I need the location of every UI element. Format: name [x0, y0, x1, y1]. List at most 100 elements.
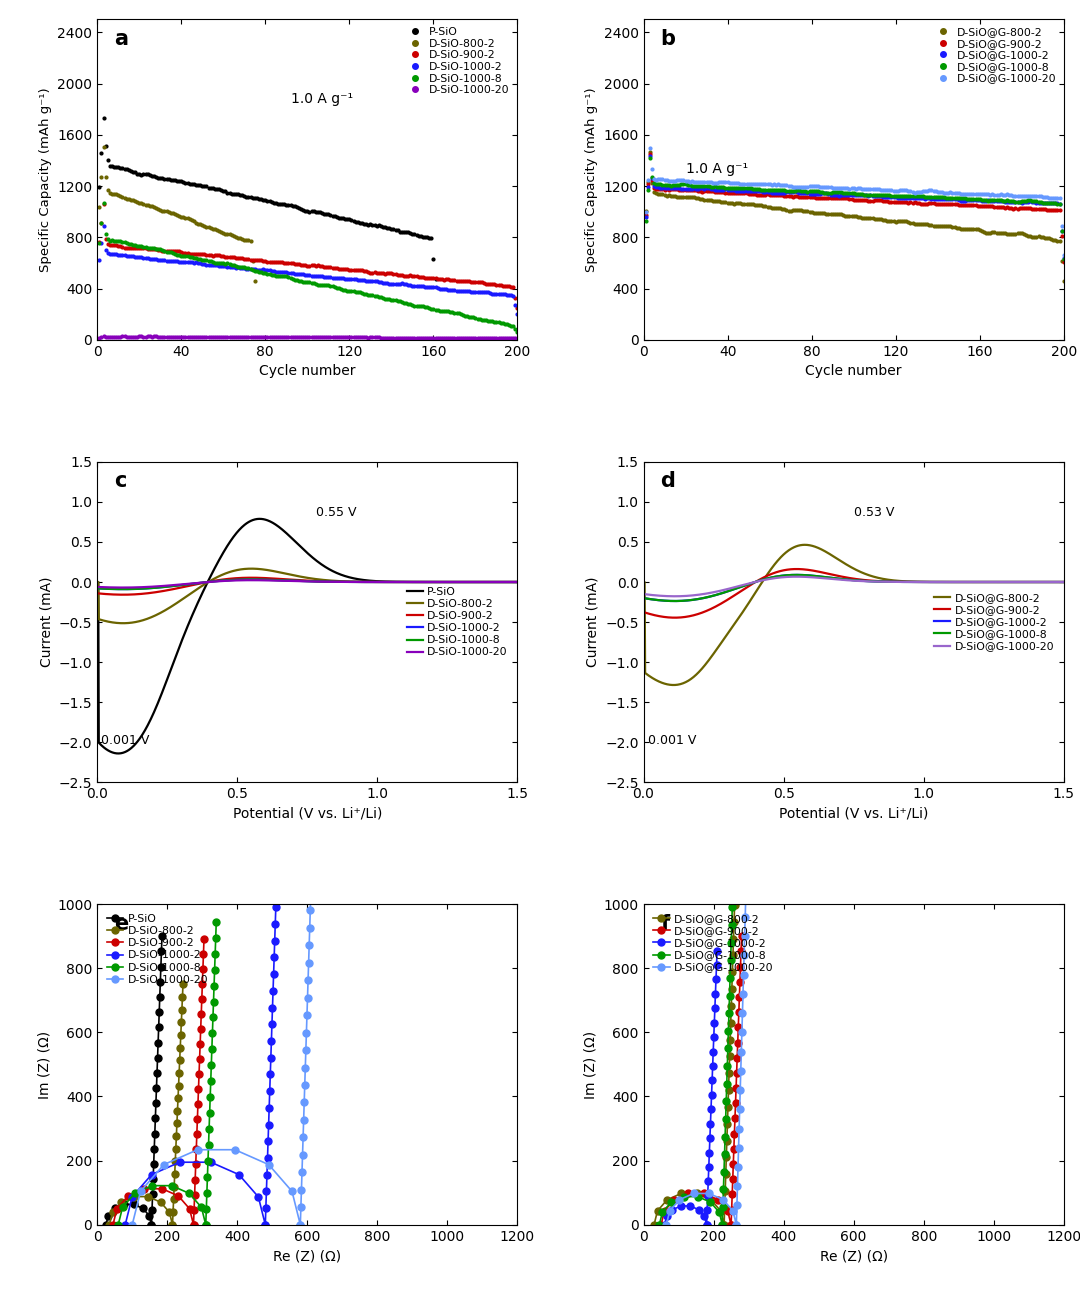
D-SiO-900-2 — [91, 586, 104, 601]
D-SiO-900-2 — [156, 1181, 168, 1196]
D-SiO@G-800-2 — [727, 947, 740, 963]
D-SiO@G-1000-2 — [704, 1102, 717, 1117]
D-SiO-1000-2 — [260, 1166, 273, 1182]
D-SiO-900-2 — [188, 1187, 201, 1203]
P-SiO — [206, 180, 219, 196]
D-SiO-1000-2 — [268, 950, 281, 966]
D-SiO-1000-20 — [97, 329, 110, 345]
D-SiO-900-2 — [477, 276, 490, 292]
Text: d: d — [660, 472, 675, 491]
D-SiO-1000-20 — [347, 574, 360, 590]
D-SiO-1000-20 — [477, 330, 490, 346]
P-SiO — [146, 1201, 159, 1217]
Line: D-SiO@G-800-2: D-SiO@G-800-2 — [644, 544, 1064, 686]
D-SiO@G-800-2 — [666, 188, 679, 203]
P-SiO — [148, 1140, 161, 1156]
D-SiO@G-800-2 — [726, 981, 739, 997]
D-SiO@G-900-2 — [637, 604, 650, 619]
P-SiO — [151, 1050, 164, 1065]
D-SiO@G-1000-20 — [733, 1082, 746, 1098]
D-SiO-1000-2 — [269, 916, 282, 932]
D-SiO@G-900-2 — [731, 1034, 744, 1050]
Line: P-SiO: P-SiO — [103, 933, 165, 1229]
P-SiO — [127, 1196, 140, 1212]
D-SiO-800-2 — [175, 1002, 188, 1017]
D-SiO-1000-8 — [511, 574, 524, 590]
D-SiO-1000-8 — [200, 1217, 213, 1232]
D-SiO@G-1000-20 — [906, 574, 919, 590]
D-SiO@G-1000-20 — [791, 569, 804, 584]
D-SiO@G-1000-20 — [731, 1159, 744, 1174]
D-SiO-800-2 — [97, 140, 110, 156]
D-SiO@G-1000-2 — [703, 1130, 716, 1146]
D-SiO@G-1000-2 — [674, 1199, 687, 1214]
D-SiO-1000-20 — [111, 329, 124, 345]
D-SiO@G-800-2 — [644, 144, 657, 159]
D-SiO-1000-8 — [360, 574, 373, 590]
D-SiO@G-900-2 — [734, 959, 747, 975]
D-SiO-800-2 — [166, 1217, 179, 1232]
D-SiO-1000-2 — [259, 1217, 272, 1232]
D-SiO@G-1000-20 — [733, 1102, 746, 1117]
D-SiO-1000-2 — [204, 1155, 217, 1170]
D-SiO-900-2 — [189, 1157, 202, 1173]
D-SiO-900-2 — [197, 946, 210, 962]
D-SiO@G-1000-8 — [753, 181, 766, 197]
D-SiO@G-800-2 — [704, 1192, 717, 1208]
Line: D-SiO-1000-2: D-SiO-1000-2 — [97, 579, 517, 590]
D-SiO-1000-2 — [244, 572, 257, 587]
D-SiO-900-2 — [191, 1112, 204, 1128]
D-SiO@G-1000-20 — [639, 203, 652, 219]
D-SiO@G-1000-20 — [730, 1198, 743, 1213]
D-SiO@G-1000-20 — [738, 947, 751, 963]
Line: D-SiO@G-1000-20: D-SiO@G-1000-20 — [644, 577, 1064, 596]
Line: D-SiO@G-800-2: D-SiO@G-800-2 — [645, 150, 1065, 283]
D-SiO-1000-20 — [298, 1095, 311, 1111]
D-SiO@G-900-2 — [882, 574, 895, 590]
D-SiO@G-1000-2 — [666, 180, 679, 196]
Text: 1.0 A g⁻¹: 1.0 A g⁻¹ — [686, 162, 747, 176]
D-SiO-1000-8 — [195, 1200, 208, 1216]
D-SiO-1000-8 — [91, 581, 104, 596]
D-SiO@G-800-2 — [906, 574, 919, 590]
D-SiO-1000-20 — [93, 330, 106, 346]
D-SiO-1000-8 — [111, 233, 124, 249]
P-SiO — [375, 218, 388, 233]
D-SiO@G-800-2 — [723, 1065, 735, 1081]
D-SiO@G-1000-8 — [893, 574, 906, 590]
D-SiO-900-2 — [198, 931, 211, 946]
D-SiO-800-2 — [103, 1217, 116, 1232]
D-SiO@G-1000-20 — [737, 986, 750, 1002]
D-SiO-1000-20 — [245, 573, 258, 588]
D-SiO-800-2 — [171, 1116, 184, 1131]
P-SiO — [147, 1172, 160, 1187]
D-SiO-1000-20 — [298, 1077, 311, 1093]
D-SiO-1000-20 — [297, 1130, 310, 1146]
D-SiO-1000-2 — [264, 1067, 276, 1082]
D-SiO-900-2 — [194, 1006, 207, 1021]
D-SiO-800-2 — [248, 273, 261, 289]
D-SiO-1000-2 — [266, 999, 279, 1015]
D-SiO-900-2 — [244, 570, 257, 586]
D-SiO-1000-2 — [360, 574, 373, 590]
D-SiO@G-1000-20 — [730, 1217, 743, 1232]
D-SiO-1000-20 — [511, 574, 524, 590]
D-SiO-1000-2 — [262, 1100, 275, 1116]
D-SiO@G-900-2 — [1000, 574, 1013, 590]
D-SiO@G-1000-2 — [791, 568, 804, 583]
D-SiO@G-800-2 — [720, 1150, 733, 1165]
D-SiO@G-800-2 — [893, 573, 906, 588]
D-SiO-1000-8 — [200, 1217, 213, 1232]
D-SiO-800-2 — [93, 198, 106, 214]
D-SiO-1000-20 — [511, 330, 524, 346]
Y-axis label: Specific Capacity (mAh g⁻¹): Specific Capacity (mAh g⁻¹) — [585, 87, 598, 272]
D-SiO@G-1000-8 — [721, 1023, 734, 1038]
D-SiO-1000-2 — [492, 286, 505, 302]
D-SiO-1000-2 — [336, 574, 349, 590]
D-SiO-1000-20 — [300, 1007, 313, 1023]
D-SiO-1000-20 — [262, 1157, 275, 1173]
D-SiO-900-2 — [454, 574, 467, 590]
D-SiO-800-2 — [117, 616, 130, 631]
D-SiO-1000-2 — [97, 218, 110, 233]
Line: D-SiO@G-1000-8: D-SiO@G-1000-8 — [644, 575, 1064, 601]
